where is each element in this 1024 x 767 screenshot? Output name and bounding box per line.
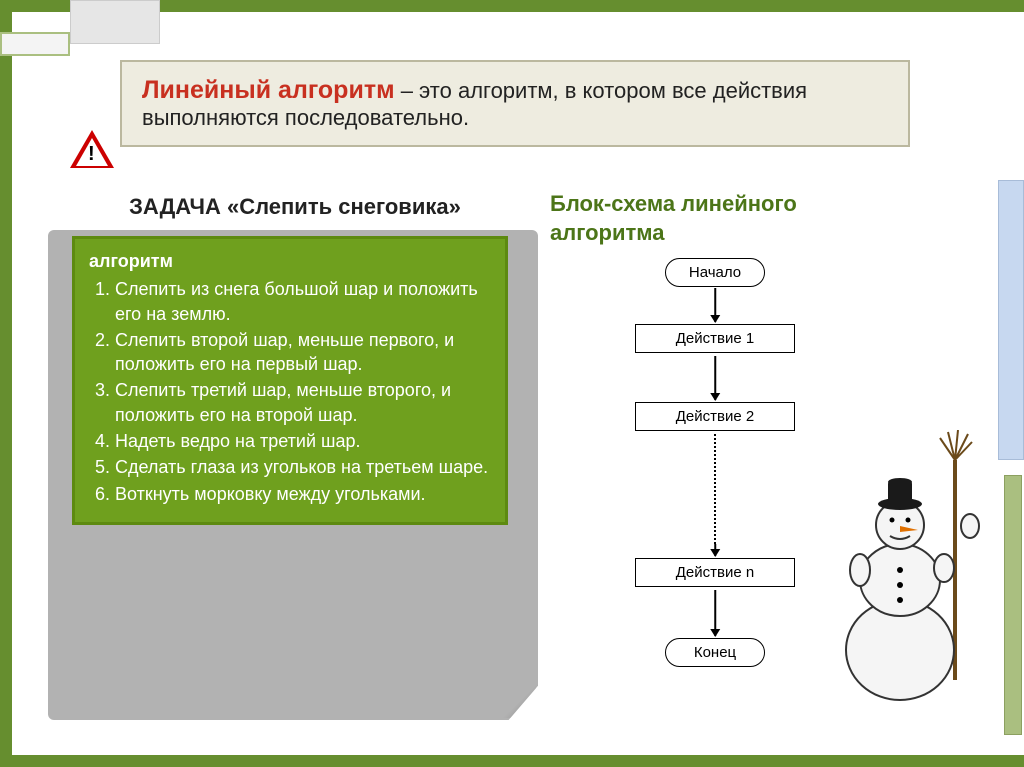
flowchart: Начало Действие 1 Действие 2 Действие n … — [605, 258, 825, 688]
task-heading: ЗАДАЧА «Слепить снеговика» — [80, 194, 510, 220]
flowchart-node-action1: Действие 1 — [635, 324, 795, 353]
flowchart-arrow — [714, 288, 716, 322]
algorithm-step: Сделать глаза из угольков на третьем шар… — [115, 455, 491, 479]
decoration-left-block — [0, 32, 70, 56]
flowchart-node-action-n: Действие n — [635, 558, 795, 587]
decoration-top-block — [70, 0, 160, 44]
algorithm-label: алгоритм — [89, 249, 491, 273]
definition-box: Линейный алгоритм – это алгоритм, в кото… — [120, 60, 910, 147]
algorithm-box: алгоритм Слепить из снега большой шар и … — [72, 236, 508, 525]
algorithm-step: Слепить из снега большой шар и положить … — [115, 277, 491, 326]
flowchart-dotted-connector — [714, 434, 716, 544]
warning-icon: ! — [70, 130, 114, 170]
flowchart-node-action2: Действие 2 — [635, 402, 795, 431]
algorithm-step: Надеть ведро на третий шар. — [115, 429, 491, 453]
frame-left — [0, 0, 12, 767]
frame-bottom — [0, 755, 1024, 767]
algorithm-step: Слепить второй шар, меньше первого, и по… — [115, 328, 491, 377]
flowchart-arrow — [714, 544, 716, 556]
flowchart-arrow — [714, 356, 716, 400]
decoration-right-green — [1004, 475, 1022, 735]
snowman-illustration — [840, 430, 990, 710]
algorithm-steps: Слепить из снега большой шар и положить … — [89, 277, 491, 506]
algorithm-step: Слепить третий шар, меньше второго, и по… — [115, 378, 491, 427]
decoration-right-blue — [998, 180, 1024, 460]
flowchart-arrow — [714, 590, 716, 636]
flowchart-node-end: Конец — [665, 638, 765, 667]
algorithm-step: Воткнуть морковку между угольками. — [115, 482, 491, 506]
flowchart-title: Блок-схема линейного алгоритма — [550, 190, 900, 247]
flowchart-node-start: Начало — [665, 258, 765, 287]
definition-term: Линейный алгоритм — [142, 76, 395, 104]
